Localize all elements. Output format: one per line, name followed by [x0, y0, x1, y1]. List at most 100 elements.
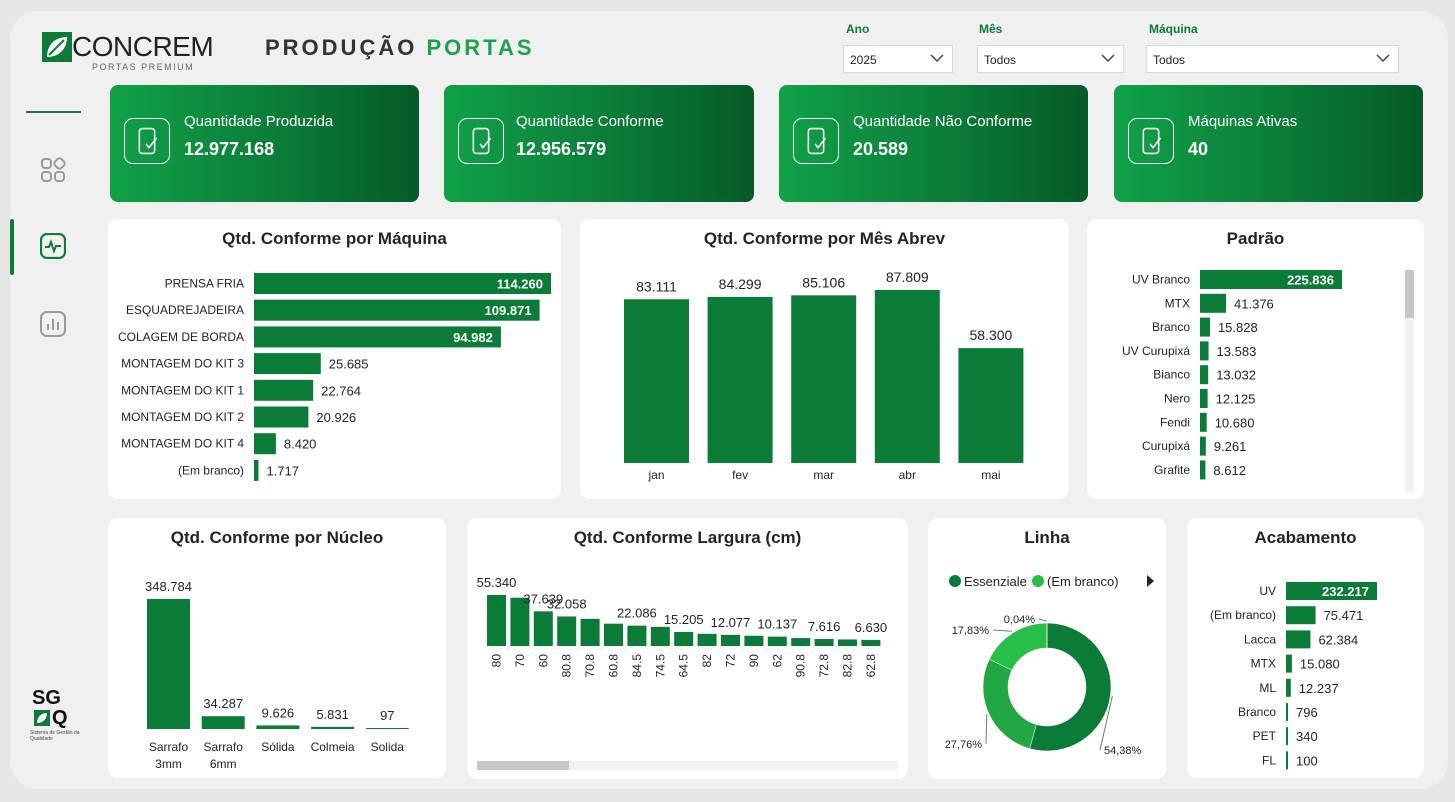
leaf-logo-icon [34, 710, 50, 726]
chart-padrao: UV Branco 225.836 MTX 41.376 Branco 15.828 UV … [1122, 270, 1342, 480]
bar [533, 611, 553, 646]
category-label: jan [647, 468, 664, 482]
bar [1286, 582, 1377, 600]
bar [861, 639, 881, 646]
data-label: 15.205 [664, 612, 704, 627]
bar [791, 295, 857, 463]
bar [650, 626, 670, 646]
data-label: 17,83% [952, 625, 990, 637]
bar [1286, 727, 1288, 746]
category-label: 80 [490, 654, 504, 668]
data-label: 22.764 [321, 383, 361, 398]
bar [767, 636, 787, 646]
bar [1200, 365, 1209, 385]
legend-label: (Em branco) [1047, 574, 1119, 589]
category-label: COLAGEM DE BORDA [118, 330, 244, 344]
bar [1200, 293, 1227, 313]
chevron-down-icon [1101, 54, 1115, 63]
filter-mes-dropdown[interactable]: Todos [977, 45, 1124, 73]
chart-card-mes: Qtd. Conforme por Mês Abrev 83.111 jan 84.… [580, 219, 1069, 499]
chart-title: Qtd. Conforme por Mês Abrev [703, 229, 946, 248]
category-label: 72 [724, 654, 738, 668]
category-label: ML [1259, 681, 1276, 695]
bar [814, 638, 834, 646]
door-icon [1128, 118, 1174, 164]
door-icon [124, 118, 170, 164]
legend-label: Essenziale [964, 574, 1027, 589]
data-label: 12.077 [711, 615, 751, 630]
scrollbar-track[interactable] [1405, 270, 1414, 492]
bar [707, 296, 773, 463]
bar [1200, 412, 1207, 432]
category-label: 60.8 [607, 654, 621, 678]
data-label: 9.626 [262, 705, 295, 720]
data-label: 12.237 [1299, 681, 1339, 696]
data-label: 54,38% [1104, 745, 1142, 757]
scrollbar-thumb[interactable] [1405, 270, 1414, 318]
kpi-label: Máquinas Ativas [1188, 113, 1298, 130]
kpi-card-conforme: Quantidade Conforme 12.956.579 [444, 85, 754, 202]
data-label: 97 [380, 708, 394, 723]
category-label: PET [1253, 729, 1277, 743]
filter-ano-value: 2025 [850, 53, 877, 67]
kpi-label: Quantidade Conforme [516, 113, 664, 130]
chart-maquina: PRENSA FRIA 114.260 ESQUADREJADEIRA 109.871… [118, 273, 551, 481]
category-label: 74.5 [653, 654, 667, 678]
logo-name: CONCREM [72, 31, 214, 62]
logo-subtitle: PORTAS PREMIUM [92, 62, 195, 72]
category-label: Fendi [1160, 415, 1190, 429]
bar [557, 616, 577, 646]
category-label: Curupixá [1142, 439, 1190, 453]
chart-title: Acabamento [1254, 528, 1357, 547]
category-label: 64.5 [677, 654, 691, 678]
bar-chart-icon[interactable] [40, 311, 66, 337]
chart-title: Linha [1024, 528, 1070, 547]
kpi-card-produzida: Quantidade Produzida 12.977.168 [110, 85, 419, 202]
chevron-down-icon [930, 54, 944, 63]
category-label: 82.8 [841, 654, 855, 678]
bar [254, 406, 309, 428]
data-label: 100 [1296, 753, 1318, 768]
legend-marker [1032, 575, 1044, 587]
sgq-logo-caption: Sistema de Gestão da Qualidade [30, 730, 80, 742]
bar [1286, 678, 1291, 697]
category-label: 62 [770, 654, 784, 668]
bar [147, 599, 190, 729]
category-label: (Em branco) [178, 463, 244, 477]
bar [254, 273, 551, 294]
category-label: Bianco [1153, 368, 1190, 382]
category-label: (Em branco) [1210, 608, 1276, 622]
chart-mes: 83.111 jan 84.299 fev 85.106 mar 87.809 abr 58.3… [624, 269, 1024, 482]
data-label: 27,76% [945, 739, 983, 751]
category-label: Sólida [261, 740, 295, 754]
bar [201, 716, 245, 729]
filter-ano-dropdown[interactable]: 2025 [843, 45, 953, 73]
brand-logo: CONCREM PORTAS PREMIUM [42, 31, 242, 75]
category-label: Sarrafo [204, 740, 244, 754]
filter-ano-label: Ano [846, 22, 870, 36]
filter-mes-value: Todos [984, 53, 1017, 67]
horizontal-scrollbar-track[interactable] [477, 761, 898, 770]
filter-maquina-dropdown[interactable]: Todos [1146, 45, 1399, 73]
activity-icon[interactable] [40, 233, 66, 259]
data-label: 62.384 [1318, 632, 1358, 647]
kpi-value: 12.977.168 [184, 139, 275, 159]
category-label: UV [1259, 584, 1276, 598]
category-label: mai [981, 468, 1000, 482]
horizontal-scrollbar-thumb[interactable] [477, 761, 569, 770]
bar [1286, 630, 1311, 649]
category-label: UV Branco [1132, 273, 1190, 287]
category-label: FL [1262, 753, 1276, 767]
data-label: 10.680 [1215, 415, 1255, 430]
bar [510, 597, 530, 646]
data-label: 32.058 [547, 596, 587, 611]
category-label: 84.5 [630, 654, 644, 678]
data-label: 225.836 [1287, 273, 1334, 288]
grid-icon[interactable] [40, 157, 66, 183]
data-label: 1.717 [266, 463, 299, 478]
category-label: MONTAGEM DO KIT 2 [121, 410, 244, 424]
bar [627, 625, 647, 646]
category-label: 70 [513, 654, 527, 668]
data-label: 232.217 [1322, 584, 1369, 599]
data-label: 114.260 [497, 277, 543, 292]
